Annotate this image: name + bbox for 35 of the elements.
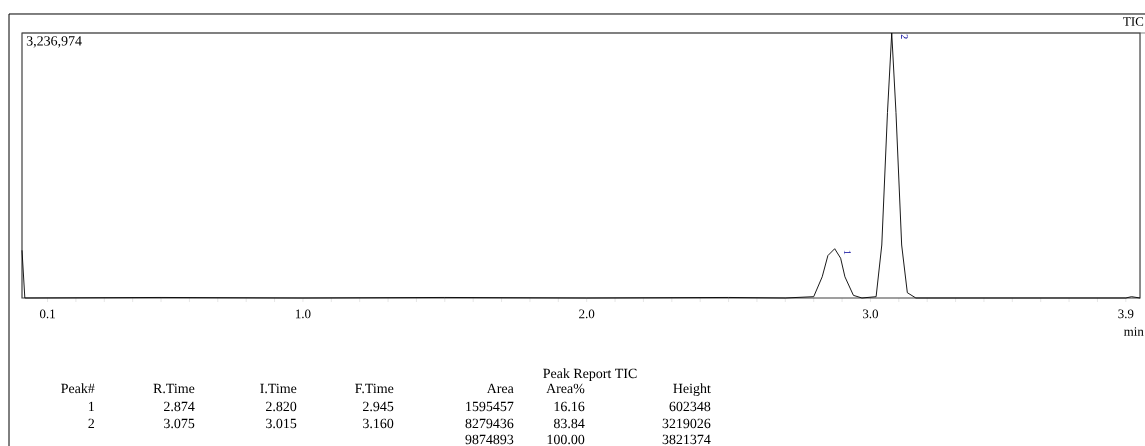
text: 1595457: [466, 401, 514, 412]
text: Peak Report TIC: [543, 368, 637, 381]
annotation: 3,236,974: [26, 36, 82, 48]
text: 3219026: [662, 418, 711, 429]
text: 602348: [669, 401, 711, 412]
text: Area%: [546, 383, 585, 394]
text: 3821374: [662, 434, 711, 445]
text: 2.820: [266, 401, 297, 412]
x-tick-label: 2.0: [579, 309, 595, 319]
text: 100.00: [547, 434, 585, 445]
text: 83.84: [553, 418, 585, 429]
text: 1: [89, 401, 94, 411]
text: Peak#: [61, 383, 95, 394]
text: 16.16: [554, 401, 585, 412]
text: 3.075: [164, 418, 195, 429]
x-tick-label: 1.0: [295, 309, 311, 319]
chart-title: TIC: [1123, 17, 1144, 26]
annotation: 2: [901, 34, 908, 39]
text: 2.945: [363, 401, 394, 412]
text: 8279436: [465, 418, 514, 429]
text: 9874893: [465, 434, 514, 445]
text: 2.874: [164, 401, 195, 412]
x-tick-label: 0.1: [39, 309, 55, 319]
text: Height: [673, 383, 711, 397]
x-tick-label: 3.0: [862, 309, 879, 319]
x-axis-title: min: [1123, 327, 1144, 336]
text: 2: [88, 418, 95, 428]
annotation: 1: [844, 250, 851, 255]
text: F.Time: [355, 383, 394, 394]
text: 3.015: [266, 418, 297, 429]
x-tick-label: 3.9: [1118, 309, 1134, 319]
text: 3.160: [363, 418, 394, 429]
text: Area: [486, 383, 514, 394]
text: I.Time: [260, 383, 297, 394]
text: R.Time: [153, 383, 195, 394]
